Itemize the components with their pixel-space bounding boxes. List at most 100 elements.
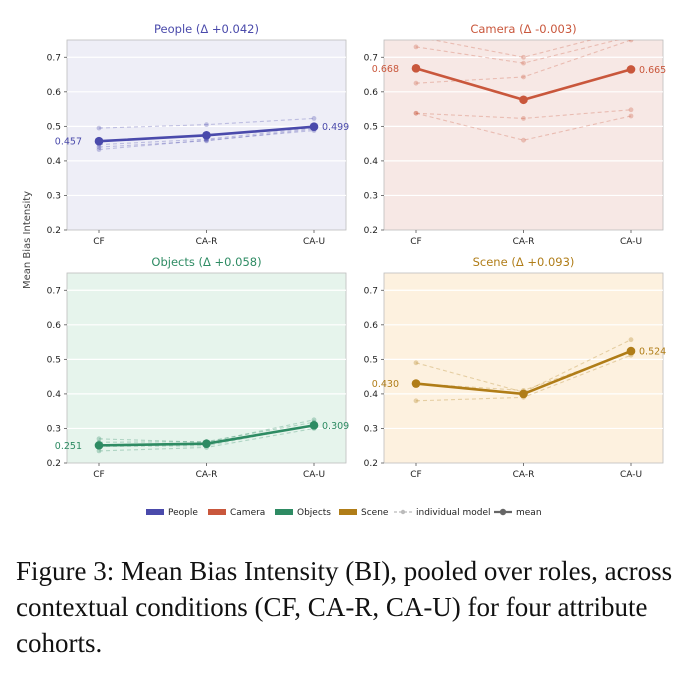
mean-data-label: 0.524 [639,347,666,358]
y-tick-label: 0.2 [364,226,378,236]
legend-item: individual model [394,508,491,518]
panel-plot-area [411,27,636,143]
x-tick-label: CA-U [303,237,325,247]
model-point [521,54,526,60]
y-tick-label: 0.7 [47,286,61,296]
model-point [628,337,634,343]
y-tick-label: 0.5 [364,122,378,132]
legend: People Camera Objects Scene individual model… [146,508,542,518]
panel-0: 0.2 0.3 0.4 0.5 0.6 0.7 CF CA-R CA-U 0.457 0.499 Pe… [47,22,350,247]
model-point [629,34,634,39]
mean-point [626,346,636,356]
figure: Mean Bias Intensity 0.2 0.3 0.4 0.5 0.6 0.7 CF… [22,22,667,518]
panel-title: Scene (Δ +0.093) [473,255,575,269]
panel-title: Objects (Δ +0.058) [151,255,261,269]
legend-swatch [275,509,293,515]
model-point [311,417,317,423]
y-tick-label: 0.4 [47,390,62,400]
legend-swatch [208,509,226,515]
x-tick-label: CA-R [513,470,535,480]
y-tick-label: 0.7 [364,286,378,296]
x-tick-label: CF [410,470,421,480]
model-point [96,147,102,152]
legend-swatch [339,509,357,515]
model-point [413,80,419,86]
panel-title: Camera (Δ -0.003) [470,22,576,36]
legend-swatch [146,509,164,515]
mean-point [309,421,319,430]
mean-point [411,379,421,388]
mean-point [94,136,104,146]
legend-label: Camera [230,508,265,518]
y-tick-label: 0.2 [47,459,61,469]
mean-point [309,122,319,132]
legend-marker [400,509,406,515]
model-point [521,137,526,143]
panel-background [383,39,664,231]
legend-label: individual model [416,508,491,518]
model-point [413,110,419,116]
model-line [415,40,632,84]
y-tick-label: 0.4 [47,157,62,167]
x-tick-label: CA-U [620,470,642,480]
model-point [521,60,526,66]
y-tick-label: 0.5 [47,355,61,365]
panel-plot-area [411,337,636,404]
y-tick-label: 0.5 [364,355,378,365]
model-point [521,74,526,80]
legend-item: Scene [339,508,389,518]
model-point [204,138,209,144]
model-line [415,109,632,119]
panel-plot-area [94,116,319,152]
model-line [98,128,315,148]
legend-item: mean [494,508,542,518]
model-point [628,113,634,119]
x-tick-label: CA-U [303,470,325,480]
y-tick-label: 0.2 [47,226,61,236]
model-point [413,44,419,50]
x-tick-label: CF [410,237,421,247]
mean-data-label: 0.430 [372,379,399,390]
legend-item: Camera [208,508,265,518]
model-line [98,117,315,129]
panel-2: 0.2 0.3 0.4 0.5 0.6 0.7 CF CA-R CA-U 0.251 0.309 Ob… [47,255,350,480]
panels: 0.2 0.3 0.4 0.5 0.6 0.7 CF CA-R CA-U 0.457 0.499 Pe… [47,22,667,480]
panel-title: People (Δ +0.042) [154,22,259,36]
legend-label: People [168,508,198,518]
x-tick-label: CF [93,470,104,480]
model-line [431,40,593,58]
legend-item: Objects [275,508,331,518]
legend-label: Objects [297,508,331,518]
mean-point [519,95,528,105]
y-tick-label: 0.7 [47,53,61,63]
model-point [414,34,419,39]
mean-point [202,131,211,140]
panel-3: 0.2 0.3 0.4 0.5 0.6 0.7 CF CA-R CA-U 0.430 0.524 Sc… [364,255,667,480]
model-line [415,112,632,141]
model-point [311,116,317,121]
mean-data-label: 0.457 [55,137,82,148]
model-point [96,144,102,150]
y-tick-label: 0.6 [364,88,379,98]
y-tick-label: 0.4 [364,390,379,400]
mean-point [519,389,528,399]
legend-label: Scene [361,508,389,518]
model-point [628,40,634,43]
x-tick-label: CA-R [196,470,218,480]
legend-label: mean [516,508,542,518]
y-tick-label: 0.7 [364,53,378,63]
mean-point [411,64,421,73]
model-point [629,27,634,32]
mean-data-label: 0.665 [639,65,666,76]
y-tick-label: 0.3 [364,424,378,434]
model-line [415,40,620,64]
x-tick-label: CF [93,237,104,247]
legend-item: People [146,508,198,518]
mean-data-label: 0.309 [322,421,349,432]
y-axis-label: Mean Bias Intensity [22,191,33,289]
mean-data-label: 0.668 [372,64,399,75]
y-tick-label: 0.4 [364,157,379,167]
model-point [204,122,209,128]
y-tick-label: 0.3 [47,191,61,201]
y-tick-label: 0.6 [47,321,62,331]
